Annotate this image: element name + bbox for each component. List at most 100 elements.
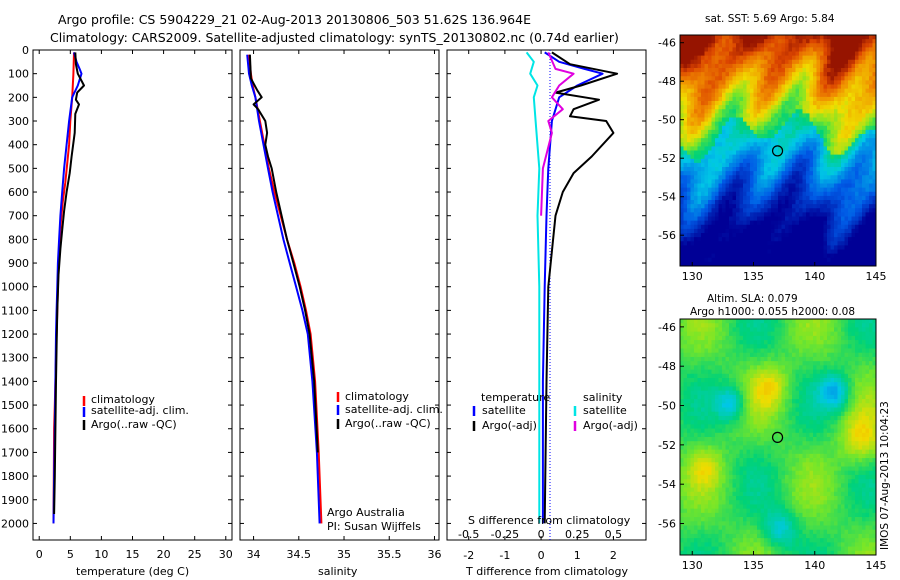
heatmap-cell [722,369,726,375]
heatmap-cell [816,55,821,61]
heatmap-cell [694,35,698,40]
map-y-tick-label: -56 [658,229,676,242]
heatmap-cell [739,208,744,213]
heatmap-cell [680,208,684,213]
heatmap-cell [764,521,768,526]
heatmap-cell [823,63,828,69]
heatmap-cell [715,113,719,118]
heatmap-cell [690,84,695,90]
heatmap-cell [792,386,796,392]
heatmap-cell [746,39,751,44]
heatmap-cell [809,195,814,201]
heatmap-cell [757,63,761,69]
heatmap-cell [725,129,730,135]
heatmap-cell [718,142,723,147]
heatmap-cell [792,195,796,201]
heatmap-cell [774,113,779,118]
heatmap-cell [809,249,814,255]
heatmap-cell [830,233,835,238]
heatmap-cell [851,84,856,90]
heatmap-cell [687,538,691,543]
heatmap-cell [736,101,740,106]
heatmap-cell [753,399,758,404]
heatmap-cell [690,386,695,392]
heatmap-cell [753,142,758,147]
heatmap-cell [792,327,796,333]
heatmap-cell [729,80,733,85]
heatmap-cell [774,88,779,94]
heatmap-cell [806,253,810,259]
heatmap-cell [750,529,754,535]
heatmap-cell [785,546,789,552]
heatmap-cell [841,55,845,61]
heatmap-cell [711,415,716,421]
heatmap-cell [732,369,737,375]
heatmap-cell [757,167,761,172]
heatmap-cell [736,233,740,238]
heatmap-cell [872,228,877,234]
heatmap-cell [855,76,859,81]
heatmap-cell [694,224,698,230]
heatmap-cell [687,458,691,463]
heatmap-cell [746,76,751,81]
heatmap-cell [718,117,723,123]
heatmap-cell [795,92,800,98]
heatmap-cell [690,72,695,77]
heatmap-cell [750,533,754,539]
heatmap-cell [753,390,758,396]
heatmap-cell [862,245,866,250]
heatmap-cell [729,125,733,131]
heatmap-cell [680,500,684,505]
heatmap-cell [694,365,698,370]
heatmap-cell [753,356,758,362]
heatmap-cell [806,101,810,106]
heatmap-cell [736,365,740,370]
heatmap-cell [781,105,786,110]
heatmap-cell [760,233,765,238]
heatmap-cell [764,101,768,106]
heatmap-cell [683,382,688,387]
heatmap-cell [736,187,740,193]
heatmap-cell [743,80,747,85]
heatmap-cell [739,237,744,242]
heatmap-cell [778,216,782,222]
heatmap-cell [736,458,740,463]
heatmap-cell [729,327,733,333]
heatmap-cell [774,175,779,180]
heatmap-cell [834,195,838,201]
heatmap-cell [743,525,747,531]
heatmap-cell [774,449,779,455]
heatmap-cell [711,327,716,333]
heatmap-cell [750,323,754,328]
heatmap-cell [830,117,835,123]
heatmap-cell [690,204,695,209]
heatmap-cell [841,179,845,184]
heatmap-cell [694,245,698,250]
heatmap-cell [869,150,873,156]
heatmap-cell [816,208,821,213]
heatmap-cell [781,386,786,392]
heatmap-cell [778,344,782,349]
heatmap-cell [732,138,737,143]
heatmap-cell [788,171,793,176]
heatmap-cell [743,491,747,497]
heatmap-cell [697,428,702,434]
heatmap-cell [760,441,765,446]
heatmap-cell [816,191,821,197]
heatmap-cell [715,129,719,135]
heatmap-cell [711,491,716,497]
heatmap-cell [785,352,789,358]
heatmap-cell [799,175,803,180]
heatmap-cell [802,35,807,40]
heatmap-cell [767,521,772,526]
heatmap-cell [722,208,726,213]
heatmap-cell [680,228,684,234]
heatmap-cell [851,200,856,205]
heatmap-cell [697,437,702,442]
heatmap-cell [841,158,845,164]
heatmap-cell [732,117,737,123]
heatmap-cell [750,96,754,102]
heatmap-cell [865,138,870,143]
heatmap-cell [718,224,723,230]
heatmap-cell [739,162,744,168]
